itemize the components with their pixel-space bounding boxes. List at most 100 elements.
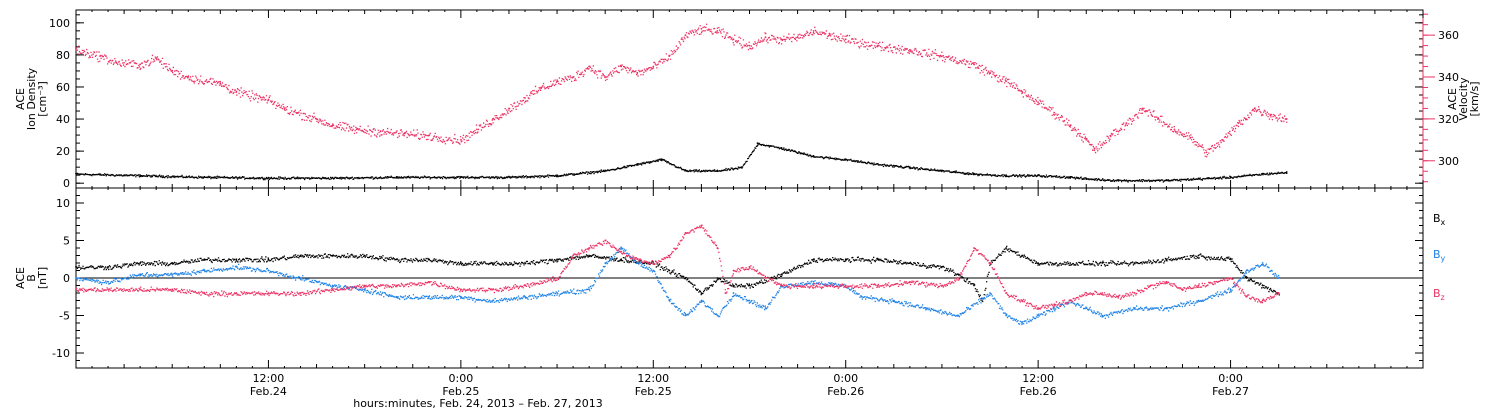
- bz-series-point-33: [909, 280, 911, 283]
- bz-series-point-41: [1053, 303, 1056, 306]
- density-series-point-13: [716, 169, 719, 172]
- by-series-point-32: [892, 299, 895, 302]
- bz-series-point-27: [732, 269, 735, 272]
- bx-series-point-6: [267, 258, 270, 261]
- by-series-point-23: [700, 299, 703, 302]
- velocity-series-point-33: [716, 30, 719, 32]
- velocity-series-point-30: [668, 55, 671, 57]
- velocity-series-points: [76, 23, 1288, 158]
- bx-series-point-28: [876, 258, 879, 261]
- velocity-series-point-42: [876, 44, 879, 47]
- bx-series-point-25: [780, 273, 783, 276]
- bz-series-point-42: [1069, 299, 1072, 302]
- velocity-series-point-35: [748, 44, 751, 47]
- bz-series-point-26: [724, 292, 727, 294]
- x-tick-time: 0:00: [1218, 372, 1243, 385]
- x-tick-time: 12:00: [637, 372, 669, 385]
- bz-series-point-21: [652, 262, 655, 264]
- density-series-point-30: [1229, 175, 1232, 178]
- by-series-point-11: [427, 295, 430, 298]
- bx-series-point-31: [957, 273, 959, 276]
- by-series-point-3: [171, 273, 174, 276]
- bx-series-point-35: [1005, 247, 1007, 249]
- axis-label-line: [nT]: [36, 267, 49, 289]
- density-tick-label: 20: [56, 145, 70, 158]
- velocity-y-axis: 300 320 340 360: [1422, 10, 1459, 188]
- bx-series-point-1: [107, 265, 109, 268]
- density-tick-label: 100: [49, 17, 70, 30]
- velocity-series-point-48: [1021, 90, 1023, 93]
- velocity-series-point-14: [379, 130, 382, 133]
- bottom-panel-plot-area: [75, 224, 1423, 326]
- bz-series-point-3: [171, 288, 174, 291]
- velocity-series: [75, 23, 1288, 158]
- velocity-series-point-10: [283, 107, 286, 110]
- bx-series-point-17: [620, 258, 623, 261]
- velocity-series-point-23: [556, 80, 558, 83]
- velocity-series-point-57: [1157, 118, 1160, 120]
- velocity-series-point-36: [764, 36, 767, 39]
- bz-series-point-11: [427, 280, 430, 283]
- velocity-series-point-24: [572, 76, 574, 78]
- velocity-series-point-32: [700, 27, 703, 30]
- by-series-point-34: [957, 314, 959, 317]
- density-series-point-0: [75, 172, 77, 175]
- bz-series-point-49: [1181, 288, 1184, 291]
- velocity-series-point-18: [476, 128, 478, 131]
- density-tick-label: 0: [63, 177, 70, 190]
- velocity-series-point-8: [235, 90, 238, 93]
- density-series-point-27: [1117, 179, 1120, 181]
- by-series-point-44: [1165, 307, 1168, 309]
- by-series-point-19: [636, 262, 639, 264]
- by-series-point-43: [1133, 307, 1136, 309]
- by-series-point-14: [524, 295, 526, 298]
- velocity-tick-label: 360: [1438, 29, 1459, 42]
- density-series-point-17: [812, 155, 815, 157]
- top-panel-x-ticks: [75, 10, 1424, 188]
- density-series-point-19: [876, 163, 879, 165]
- bx-series-point-41: [1165, 258, 1168, 261]
- density-tick-label: 40: [56, 113, 70, 126]
- density-axis-label: ACEIon Density[cm⁻³]: [14, 67, 49, 130]
- velocity-tick-label: 300: [1438, 155, 1459, 168]
- bx-series-point-39: [1101, 262, 1104, 264]
- bx-series-point-23: [732, 284, 735, 287]
- top-panel-frame: [75, 9, 1424, 189]
- velocity-series-point-56: [1141, 107, 1144, 110]
- velocity-series-point-11: [315, 118, 318, 120]
- bx-series-point-0: [75, 265, 77, 268]
- legend-name: B: [1433, 248, 1441, 261]
- velocity-series-point-16: [427, 134, 430, 137]
- velocity-series-point-61: [1221, 138, 1224, 141]
- bx-series-point-20: [684, 277, 687, 279]
- bx-series-point-10: [395, 258, 398, 261]
- bz-series-point-17: [588, 247, 590, 249]
- bz-series: [75, 224, 1280, 310]
- ion-density-velocity-panel: ACEIon Density[cm⁻³] ACEVelocity[km/s] 0…: [14, 9, 1481, 190]
- bx-series-point-7: [299, 254, 302, 257]
- density-series-point-18: [844, 158, 847, 161]
- top-panel-plot-area: [75, 23, 1288, 183]
- density-series-point-15: [756, 142, 759, 145]
- bz-series-point-6: [267, 292, 270, 294]
- velocity-axis-label: ACEVelocity[km/s]: [1446, 77, 1481, 121]
- bz-series-point-5: [235, 292, 238, 294]
- velocity-series-point-13: [355, 128, 358, 131]
- velocity-tick-label: 320: [1438, 113, 1459, 126]
- bz-series-point-13: [492, 288, 494, 291]
- velocity-series-point-29: [652, 65, 655, 68]
- density-series-point-20: [909, 166, 911, 169]
- legend-name: B: [1433, 212, 1441, 225]
- density-series-points: [76, 142, 1288, 183]
- x-tick-time: 12:00: [253, 372, 285, 385]
- density-series-point-3: [267, 176, 270, 179]
- by-series-points: [76, 246, 1280, 326]
- by-series-point-24: [716, 314, 719, 317]
- density-series-point-26: [1085, 177, 1088, 180]
- bz-series-point-45: [1117, 295, 1120, 298]
- velocity-series-point-4: [155, 57, 158, 60]
- bx-series-point-30: [941, 265, 943, 268]
- by-series-point-27: [764, 307, 767, 309]
